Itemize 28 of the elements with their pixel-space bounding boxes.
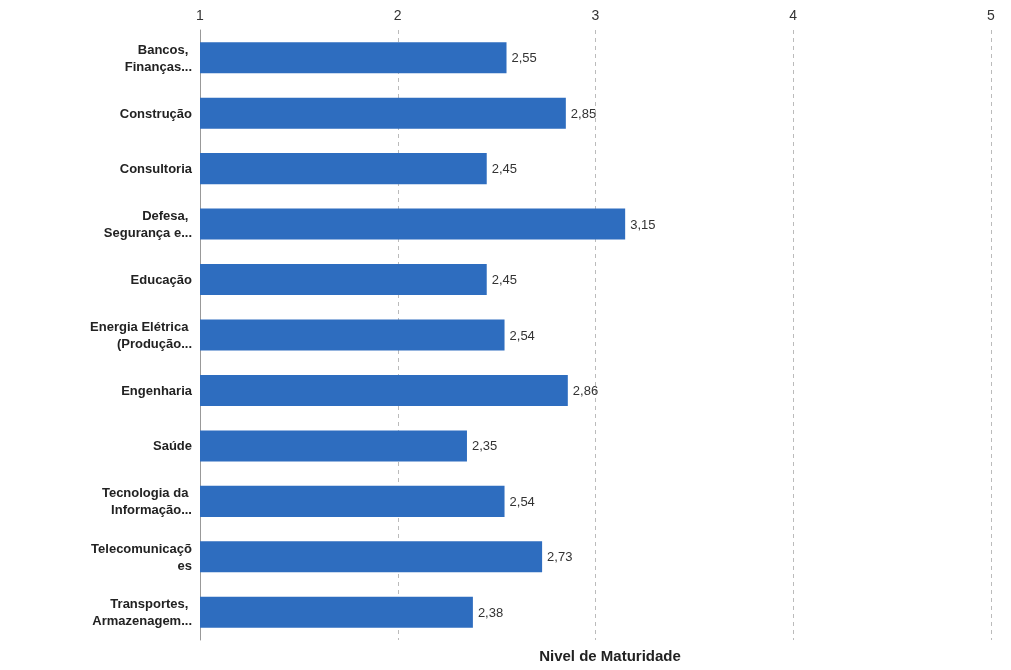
x-tick-label: 1 (196, 7, 205, 23)
y-tick-label: Engenharia (121, 382, 193, 398)
y-tick-label: Defesa, Segurança e... (103, 208, 192, 241)
y-tick-label: Saúde (152, 438, 192, 454)
x-axis-title: Nivel de Maturidade (539, 647, 681, 664)
y-tick-label: Energia Elétrica (Produção... (90, 319, 192, 351)
y-tick-label: Educação (130, 272, 193, 288)
y-tick-label: Bancos, Finanças... (124, 41, 192, 74)
x-tick-label: 2 (393, 7, 402, 23)
data-label: 2,54 (509, 327, 535, 343)
y-tick-label: Tecnologia da Informação... (101, 485, 192, 518)
data-label: 2,86 (572, 382, 599, 398)
data-label: 2,35 (471, 438, 498, 454)
data-label: 2,54 (509, 493, 535, 509)
y-tick-label: Construção (119, 105, 193, 121)
x-tick-label: 3 (591, 7, 600, 23)
data-label: 2,45 (491, 272, 518, 288)
data-label: 2,55 (511, 50, 537, 66)
data-label: 2,73 (547, 549, 573, 565)
data-label: 2,85 (570, 105, 597, 121)
y-tick-label: Telecomunicações (91, 540, 193, 573)
y-tick-label: Transportes, Armazenagem... (92, 596, 192, 629)
data-label: 2,38 (477, 604, 504, 620)
x-tick-label: 4 (789, 7, 798, 23)
x-tick-label: 5 (987, 7, 996, 23)
y-tick-label: Consultoria (119, 161, 193, 177)
data-label: 2,45 (491, 161, 518, 177)
data-label: 3,15 (630, 216, 656, 232)
